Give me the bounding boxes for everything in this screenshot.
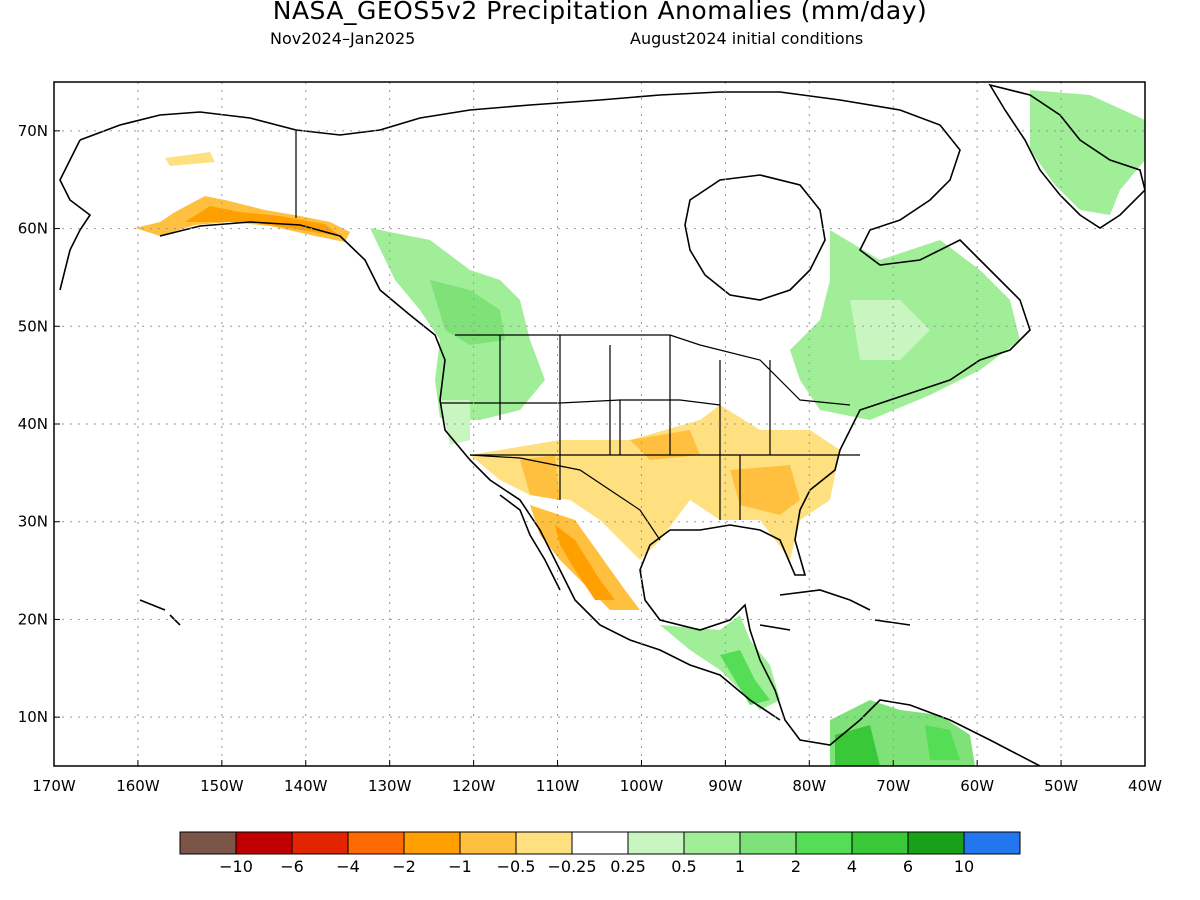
colorbar-swatch xyxy=(683,831,741,855)
colorbar-swatch xyxy=(739,831,797,855)
lon-tick-label: 50W xyxy=(1044,777,1078,795)
lon-tick-label: 80W xyxy=(792,777,826,795)
latitude-axis: 70N 60N 50N 40N 30N 20N 10N xyxy=(18,122,60,726)
colorbar-label: 2 xyxy=(791,857,801,876)
venezuela-wet-core xyxy=(925,725,960,760)
lon-tick-label: 150W xyxy=(200,777,244,795)
political-boundaries xyxy=(295,130,860,541)
lon-tick-label: 140W xyxy=(284,777,328,795)
lat-tick-label: 30N xyxy=(18,513,48,531)
colorbar-label: −2 xyxy=(392,857,416,876)
colorbar-label: 1 xyxy=(735,857,745,876)
colorbar-label: −6 xyxy=(280,857,304,876)
colorbar-swatch xyxy=(907,831,965,855)
colorbar-label: −0.25 xyxy=(547,857,596,876)
eastern-canada-wet-inner xyxy=(850,300,930,360)
colorbar-labels: −10 −6 −4 −2 −1 −0.5 −0.25 0.25 0.5 1 2 4 6 10 xyxy=(219,857,974,876)
southern-plains-dry-core xyxy=(630,430,700,460)
colorbar-swatch xyxy=(795,831,853,855)
lon-tick-label: 70W xyxy=(876,777,910,795)
lon-tick-label: 40W xyxy=(1128,777,1162,795)
southwest-dry-core xyxy=(520,455,560,500)
colorbar-label: −1 xyxy=(448,857,472,876)
colorbar-swatch xyxy=(571,831,629,855)
colorbar-swatch xyxy=(179,831,237,855)
pacific-northwest-wet-core xyxy=(430,280,505,345)
colorbar-swatch xyxy=(347,831,405,855)
colorbar xyxy=(179,831,1021,855)
map-title: NASA_GEOS5v2 Precipitation Anomalies (mm… xyxy=(272,0,928,25)
lat-tick-label: 20N xyxy=(18,610,48,628)
colorbar-label: 0.25 xyxy=(610,857,646,876)
colorbar-swatch xyxy=(515,831,573,855)
southeast-dry-core xyxy=(730,465,800,515)
lon-tick-label: 160W xyxy=(116,777,160,795)
lon-tick-label: 90W xyxy=(708,777,742,795)
lon-tick-label: 120W xyxy=(452,777,496,795)
lon-tick-label: 60W xyxy=(960,777,994,795)
coastlines xyxy=(59,83,1145,766)
graticule xyxy=(54,82,1145,766)
colorbar-swatch xyxy=(291,831,349,855)
anomaly-shading xyxy=(135,90,1145,766)
gulf-of-alaska-dry-core xyxy=(185,206,340,236)
central-america-wet-core xyxy=(720,650,770,705)
lat-tick-label: 70N xyxy=(18,122,48,140)
colorbar-label: −0.5 xyxy=(497,857,536,876)
colorbar-label: 6 xyxy=(903,857,913,876)
colorbar-label: 4 xyxy=(847,857,857,876)
lat-tick-label: 60N xyxy=(18,220,48,238)
initial-conditions: August2024 initial conditions xyxy=(630,29,864,48)
lat-tick-label: 50N xyxy=(18,317,48,335)
greenland-wet-anomaly xyxy=(1030,90,1145,215)
colorbar-label: −10 xyxy=(219,857,253,876)
colorbar-label: 0.5 xyxy=(671,857,696,876)
colorbar-swatch xyxy=(851,831,909,855)
colorbar-swatch xyxy=(403,831,461,855)
southern-us-dry-anomaly xyxy=(470,405,840,560)
forecast-period: Nov2024–Jan2025 xyxy=(270,29,416,48)
lon-tick-label: 100W xyxy=(620,777,664,795)
colorbar-swatch xyxy=(459,831,517,855)
colorbar-swatch xyxy=(627,831,685,855)
lon-tick-label: 130W xyxy=(368,777,412,795)
lat-tick-label: 40N xyxy=(18,415,48,433)
lon-tick-label: 110W xyxy=(536,777,580,795)
lon-tick-label: 170W xyxy=(32,777,76,795)
mexico-dry-core xyxy=(555,525,615,600)
alaska-dry-anomaly xyxy=(165,152,215,166)
colorbar-swatch xyxy=(963,831,1021,855)
colorbar-label: −4 xyxy=(336,857,360,876)
lat-tick-label: 10N xyxy=(18,708,48,726)
colorbar-label: 10 xyxy=(954,857,974,876)
colombia-wet-core xyxy=(835,725,880,766)
longitude-axis: 170W 160W 150W 140W 130W 120W 110W 100W 90W 80W 70… xyxy=(32,760,1162,795)
colorbar-swatch xyxy=(235,831,293,855)
